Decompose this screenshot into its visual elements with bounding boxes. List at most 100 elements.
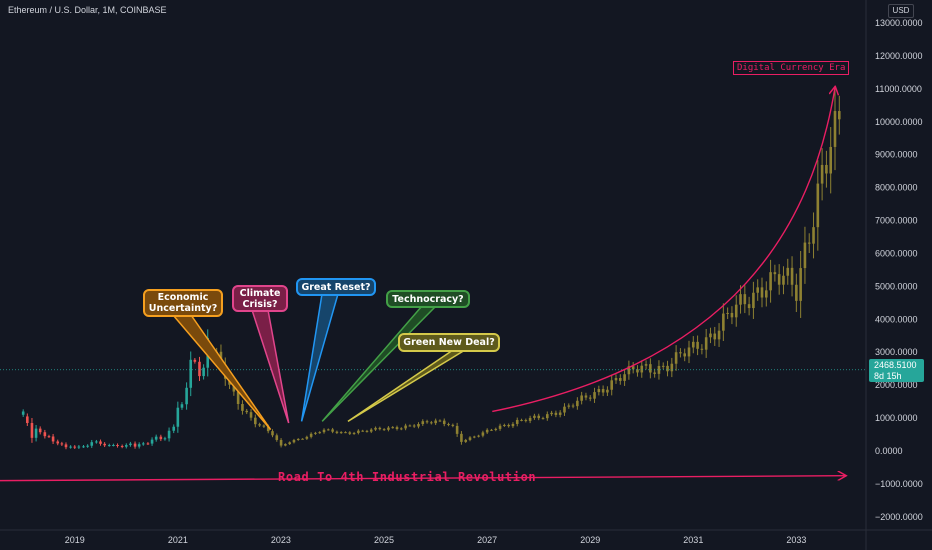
candle-body	[99, 441, 102, 444]
candle-body	[550, 412, 553, 415]
candle-body	[455, 425, 459, 434]
candle-body	[331, 429, 334, 432]
candle-body	[352, 432, 356, 434]
candle-body	[473, 436, 476, 438]
candle-body	[601, 389, 605, 393]
candle-body	[391, 427, 395, 429]
candle-body	[163, 438, 167, 440]
candle-body	[799, 268, 802, 301]
x-tick-label: 2033	[786, 535, 806, 545]
candle-body	[541, 418, 545, 420]
candle-body	[593, 392, 596, 399]
callout-line: Technocracy?	[392, 293, 464, 305]
candle-body	[807, 242, 811, 244]
time-axis[interactable]: 2019 2021 2023 2025 2027 2029 2031 2033	[65, 535, 807, 545]
candle-body	[614, 378, 618, 381]
candle-body	[107, 445, 111, 447]
y-tick-label: 1000.0000	[875, 413, 918, 423]
candle-body	[631, 366, 635, 370]
candle-body	[752, 292, 755, 309]
candle-body	[425, 421, 429, 423]
candle-body	[142, 443, 145, 445]
y-tick-label: −2000.0000	[875, 512, 923, 522]
candle-body	[395, 427, 399, 430]
candle-body	[571, 405, 575, 407]
symbol-title: Ethereum / U.S. Dollar, 1M, COINBASE	[8, 5, 167, 15]
candle-body	[378, 427, 382, 430]
candle-body	[709, 333, 712, 338]
candle-body	[430, 422, 433, 424]
candle-body	[82, 446, 85, 448]
candle-body	[361, 430, 364, 432]
candle-body	[636, 369, 639, 373]
candle-body	[21, 411, 25, 415]
last-price-badge: 2468.5100 8d 15h	[869, 359, 924, 382]
candle-body	[713, 333, 717, 340]
candle-body	[43, 432, 47, 437]
candle-body	[69, 446, 72, 448]
candle-body	[189, 359, 193, 388]
candle-body	[322, 429, 326, 433]
y-tick-label: −1000.0000	[875, 479, 923, 489]
candle-body	[670, 363, 674, 372]
candle-body	[606, 389, 609, 393]
candle-body	[576, 400, 579, 407]
candle-body	[103, 443, 106, 446]
callout-pointer	[300, 293, 339, 422]
y-tick-label: 0.0000	[875, 446, 903, 456]
candle-body	[803, 242, 807, 269]
y-tick-label: 9000.0000	[875, 150, 918, 160]
candle-body	[172, 426, 176, 431]
candle-body	[421, 421, 425, 425]
candle-body	[734, 304, 738, 318]
candle-body	[567, 405, 571, 407]
candle-body	[56, 441, 60, 444]
y-tick-label: 3000.0000	[875, 347, 918, 357]
candle-body	[588, 397, 592, 399]
callout-technocracy: Technocracy?	[386, 290, 470, 308]
candle-body	[717, 330, 721, 340]
x-tick-label: 2029	[580, 535, 600, 545]
candle-body	[258, 424, 261, 426]
candle-body	[739, 294, 742, 305]
candle-body	[679, 352, 682, 354]
candle-body	[533, 415, 536, 418]
candle-body	[782, 275, 785, 285]
y-tick-label: 4000.0000	[875, 314, 918, 324]
candle-body	[528, 417, 532, 421]
candle-body	[524, 420, 528, 422]
x-tick-label: 2021	[168, 535, 188, 545]
candle-body	[447, 424, 450, 426]
candle-body	[275, 435, 279, 440]
candle-body	[167, 430, 171, 439]
candle-body	[301, 438, 304, 440]
price-axis[interactable]: 13000.0000 12000.0000 11000.0000 10000.0000…	[875, 18, 923, 522]
candle-body	[254, 417, 257, 425]
candle-body	[683, 353, 687, 357]
candle-body	[485, 429, 489, 433]
callout-economic-uncertainty: Economic Uncertainty?	[143, 289, 223, 317]
candle-body	[357, 430, 360, 433]
candle-body	[284, 444, 287, 446]
candle-layer	[21, 87, 841, 450]
candle-body	[305, 436, 309, 439]
x-tick-label: 2019	[65, 535, 85, 545]
candle-body	[511, 423, 515, 427]
candle-body	[86, 445, 89, 447]
currency-badge[interactable]: USD	[888, 4, 914, 18]
candle-body	[674, 352, 678, 364]
callout-line: Crisis?	[242, 298, 278, 310]
candle-body	[176, 407, 180, 427]
callout-pointer	[321, 305, 438, 422]
candle-body	[382, 429, 386, 431]
candle-body	[344, 432, 347, 434]
candle-body	[627, 366, 631, 375]
candle-body	[90, 442, 94, 446]
digital-era-label: Digital Currency Era	[733, 61, 850, 75]
x-tick-label: 2025	[374, 535, 394, 545]
candle-body	[202, 367, 205, 377]
candle-body	[193, 359, 197, 362]
candle-body	[464, 439, 468, 442]
road-arrow	[0, 476, 845, 482]
